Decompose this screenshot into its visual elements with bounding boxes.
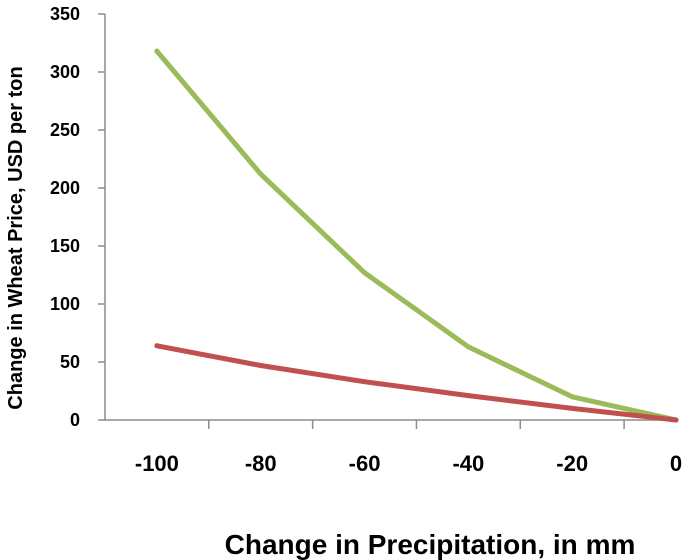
x-tick-label: -20 [556, 451, 588, 476]
y-tick-label: 150 [50, 236, 80, 256]
y-axis-title: Change in Wheat Price, USD per ton [5, 66, 27, 409]
y-tick-label: 50 [60, 352, 80, 372]
y-tick-label: 200 [50, 178, 80, 198]
y-tick-label: 300 [50, 62, 80, 82]
series-2-point [569, 405, 575, 411]
series-1-point [362, 270, 368, 276]
y-tick-label: 0 [70, 410, 80, 430]
x-tick-label: 0 [670, 451, 682, 476]
axes [104, 14, 676, 421]
series-2-point [465, 393, 471, 399]
series-2-point [673, 417, 679, 423]
series-1-point [569, 394, 575, 400]
x-tick-label: -80 [245, 451, 277, 476]
x-tick-label: -60 [349, 451, 381, 476]
series-2-point [258, 362, 264, 368]
series-line-1 [154, 48, 679, 423]
y-tick-label: 100 [50, 294, 80, 314]
series-layer [154, 48, 679, 423]
x-tick-label: -100 [135, 451, 179, 476]
series-2-point [362, 379, 368, 385]
x-axis-title: Change in Precipitation, in mm [225, 529, 636, 560]
y-tick-label: 250 [50, 120, 80, 140]
series-1-point [154, 48, 160, 54]
series-1-point [465, 344, 471, 350]
series-line-2 [154, 343, 679, 423]
x-ticks: -100 -80 -60 -40 -20 0 [135, 420, 682, 476]
y-tick-label: 350 [50, 4, 80, 24]
x-tick-label: -40 [452, 451, 484, 476]
y-ticks: 0 50 100 150 200 250 300 350 [50, 4, 105, 430]
series-1-point [258, 171, 264, 177]
series-2-point [154, 343, 160, 349]
